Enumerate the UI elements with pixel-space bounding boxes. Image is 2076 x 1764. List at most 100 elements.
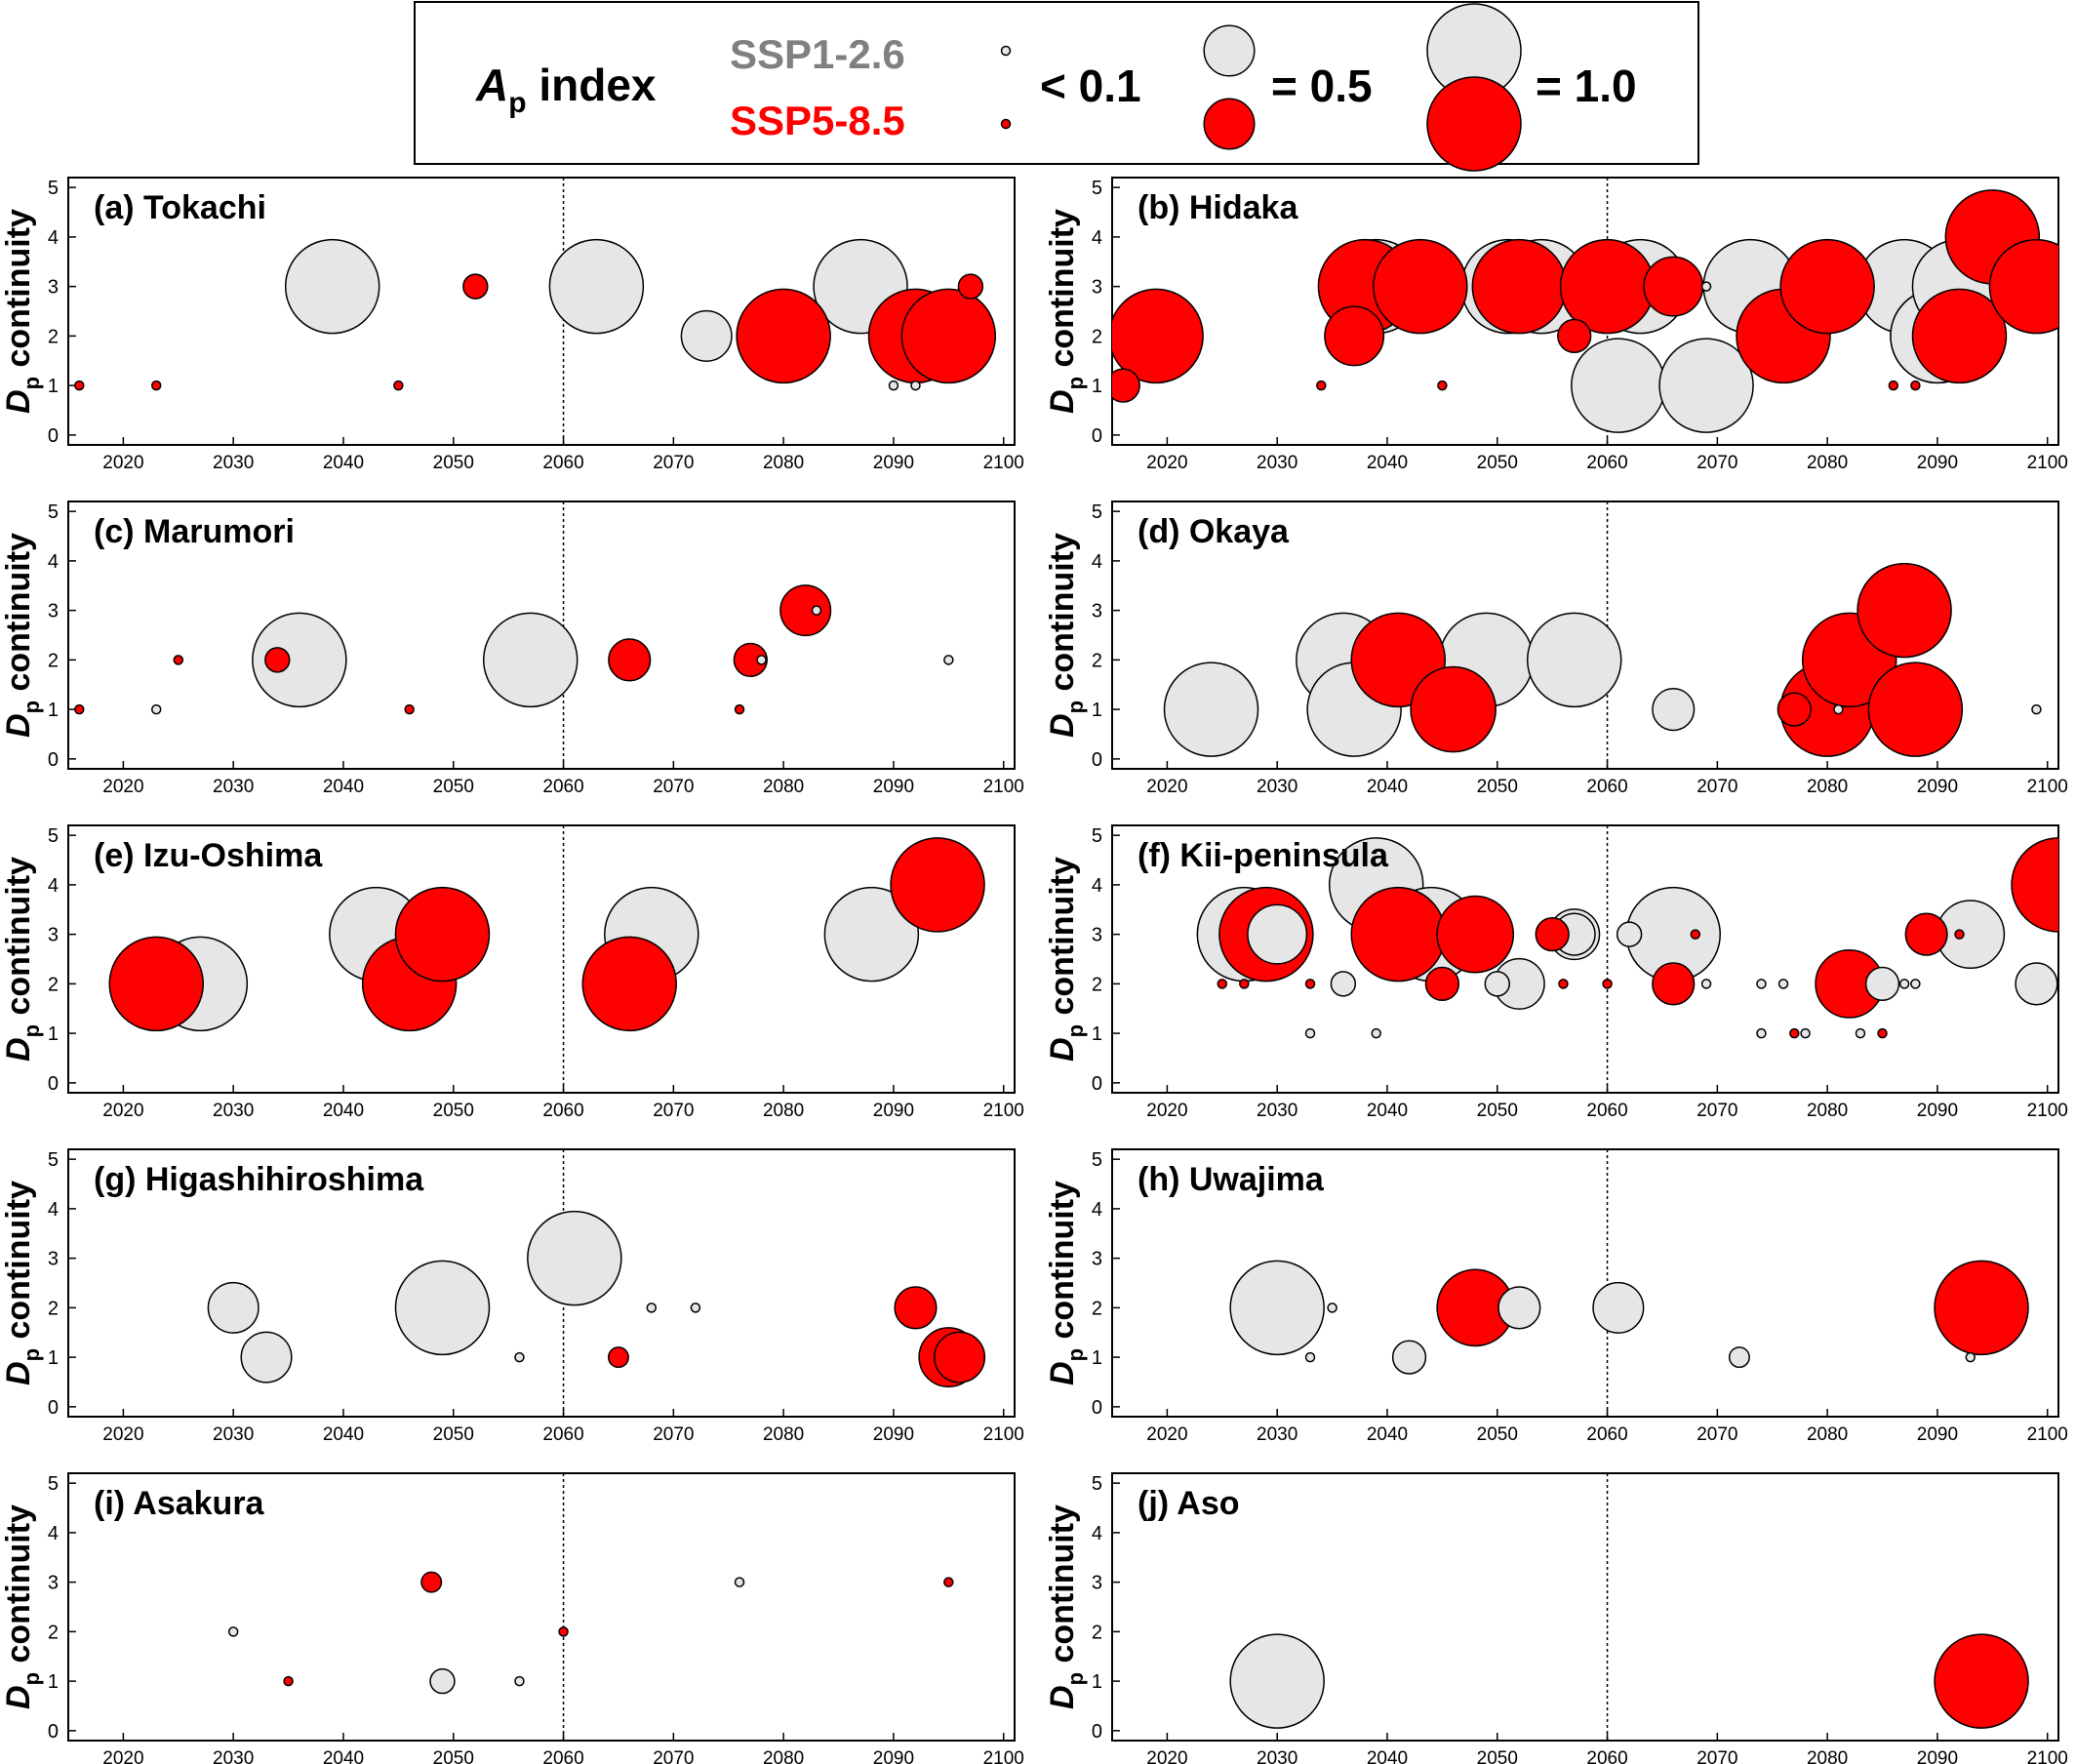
point-ssp585-2 xyxy=(264,647,291,673)
point-ssp126-23 xyxy=(2015,962,2058,1006)
x-tick-label: 2040 xyxy=(1367,453,1408,473)
x-tick-label: 2060 xyxy=(1586,777,1627,797)
point-ssp126-6 xyxy=(1728,1346,1750,1369)
x-tick-label: 2030 xyxy=(213,1101,254,1121)
point-ssp585-2 xyxy=(1316,380,1327,391)
y-tick-label: 3 xyxy=(1092,925,1102,946)
y-tick-label: 5 xyxy=(48,825,59,847)
y-tick-label: 4 xyxy=(48,1199,59,1221)
x-tick-label: 2080 xyxy=(1807,453,1848,473)
point-ssp585-17 xyxy=(1988,238,2058,335)
y-tick-label: 1 xyxy=(48,1671,59,1693)
point-ssp126-1 xyxy=(548,238,645,335)
point-ssp126-2 xyxy=(680,309,733,362)
y-axis-label: Dp continuity xyxy=(0,209,44,414)
point-ssp585-2 xyxy=(1777,692,1812,727)
point-ssp126-0 xyxy=(207,1281,260,1334)
x-tick-label: 2100 xyxy=(2027,453,2068,473)
y-axis-label: Dp continuity xyxy=(0,857,44,1062)
x-tick-label: 2070 xyxy=(653,1748,694,1764)
point-ssp585-3 xyxy=(581,936,677,1032)
x-tick-label: 2030 xyxy=(213,453,254,473)
point-ssp585-4 xyxy=(608,638,652,682)
point-ssp126-3 xyxy=(514,1351,525,1363)
point-ssp585-1 xyxy=(1934,1260,2029,1356)
x-tick-label: 2090 xyxy=(873,777,914,797)
x-tick-label: 2100 xyxy=(2027,1424,2068,1445)
y-tick-label: 2 xyxy=(1092,974,1102,995)
y-tick-label: 3 xyxy=(48,277,59,299)
x-tick-label: 2020 xyxy=(1146,453,1187,473)
point-ssp126-7 xyxy=(1484,971,1510,997)
x-tick-label: 2070 xyxy=(1697,1424,1737,1445)
y-axis-label: Dp continuity xyxy=(1044,209,1088,414)
chart-panel-0: 2020 2030 2040 2050 2060 2070 2080 2090 2100 0 1 2 3… xyxy=(0,177,1024,473)
panel-title: (b) Hidaka xyxy=(1138,189,1298,226)
point-ssp585-8 xyxy=(1557,318,1592,354)
x-tick-label: 2030 xyxy=(1257,777,1298,797)
point-ssp126-5 xyxy=(1700,281,1712,292)
chart-panel-6: 2020 2030 2040 2050 2060 2070 2080 2090 2100 0 1 2 3… xyxy=(0,1148,1024,1445)
y-tick-label: 4 xyxy=(48,551,59,573)
point-ssp126-3 xyxy=(756,655,767,665)
point-ssp126-6 xyxy=(1658,338,1754,433)
x-tick-label: 2020 xyxy=(1146,1101,1187,1121)
legend-scenario-low: SSP1-2.6 xyxy=(730,31,905,77)
point-ssp585-5 xyxy=(734,703,745,715)
points xyxy=(1229,1260,2029,1375)
point-ssp126-7 xyxy=(2031,703,2042,715)
y-axis-label: Dp continuity xyxy=(1044,533,1088,738)
x-tick-label: 2040 xyxy=(323,1101,364,1121)
x-tick-label: 2070 xyxy=(653,1424,694,1445)
y-tick-label: 3 xyxy=(48,925,59,946)
y-axis-label: Dp continuity xyxy=(1044,1504,1088,1709)
point-ssp585-15 xyxy=(1904,912,1948,956)
y-tick-label: 0 xyxy=(48,425,59,447)
point-ssp126-1 xyxy=(240,1331,293,1383)
x-tick-label: 2050 xyxy=(1477,1424,1518,1445)
y-tick-label: 1 xyxy=(48,1347,59,1369)
point-ssp585-6 xyxy=(733,642,768,678)
y-tick-label: 2 xyxy=(48,650,59,671)
y-tick-label: 0 xyxy=(1092,1073,1102,1095)
x-tick-label: 2040 xyxy=(1367,777,1408,797)
y-tick-label: 0 xyxy=(48,1397,59,1419)
y-tick-label: 5 xyxy=(48,178,59,199)
x-tick-label: 2100 xyxy=(983,1101,1024,1121)
point-ssp126-2 xyxy=(1327,1303,1337,1313)
point-ssp585-3 xyxy=(934,1331,986,1383)
y-tick-label: 5 xyxy=(48,1473,59,1495)
point-ssp585-7 xyxy=(1471,238,1568,335)
y-tick-label: 3 xyxy=(1092,1573,1102,1594)
x-tick-label: 2050 xyxy=(433,1748,474,1764)
point-ssp126-3 xyxy=(1330,971,1357,997)
x-tick-label: 2040 xyxy=(323,453,364,473)
panels: 2020 2030 2040 2050 2060 2070 2080 2090 21000123… xyxy=(0,177,2068,1764)
point-ssp126-2 xyxy=(482,612,579,708)
x-tick-label: 2070 xyxy=(1697,1101,1737,1121)
point-ssp585-3 xyxy=(943,1577,954,1587)
point-ssp126-15 xyxy=(1756,1027,1767,1039)
y-tick-label: 1 xyxy=(48,700,59,721)
points xyxy=(74,238,997,391)
points xyxy=(108,837,985,1032)
x-tick-label: 2030 xyxy=(1257,1101,1298,1121)
y-tick-label: 5 xyxy=(48,1149,59,1171)
y-tick-label: 4 xyxy=(48,227,59,249)
panel-title: (g) Higashihiroshima xyxy=(94,1161,424,1198)
point-ssp585-2 xyxy=(558,1626,569,1637)
y-tick-label: 1 xyxy=(1092,1347,1102,1369)
x-tick-label: 2080 xyxy=(1807,1748,1848,1764)
y-tick-label: 1 xyxy=(48,1023,59,1045)
x-tick-label: 2100 xyxy=(983,453,1024,473)
point-ssp126-4 xyxy=(1497,1286,1541,1330)
y-tick-label: 4 xyxy=(1092,227,1102,249)
x-tick-label: 2100 xyxy=(983,777,1024,797)
x-tick-label: 2080 xyxy=(1807,777,1848,797)
legend-title: Ap index xyxy=(475,60,657,119)
point-ssp585-0 xyxy=(1112,368,1140,403)
x-tick-label: 2050 xyxy=(433,1101,474,1121)
x-tick-label: 2090 xyxy=(873,1101,914,1121)
y-tick-label: 2 xyxy=(48,974,59,995)
point-ssp585-16 xyxy=(1954,929,1965,940)
